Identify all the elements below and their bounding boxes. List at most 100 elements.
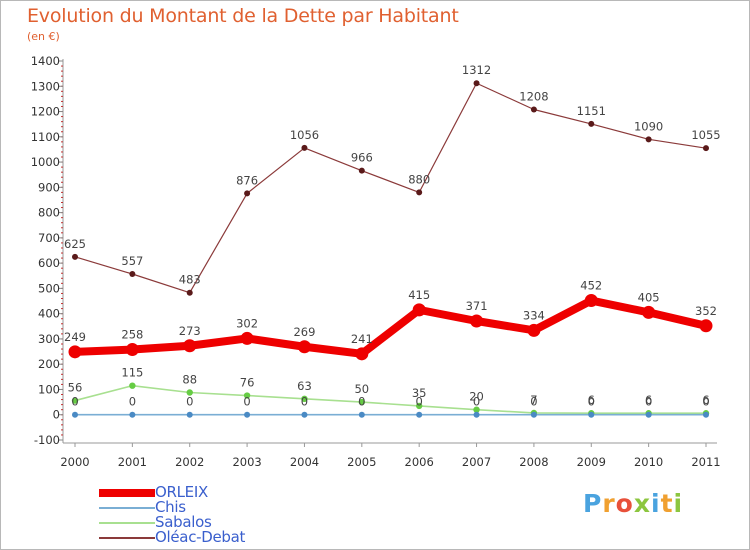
y-tick-label: 1000: [31, 155, 60, 169]
data-point: [244, 190, 251, 197]
data-label: 6: [645, 393, 652, 407]
y-tick-label: 1300: [31, 79, 60, 93]
data-point: [703, 145, 709, 152]
data-point: [301, 395, 308, 403]
y-tick-label: -100: [34, 433, 60, 447]
x-tick-label: 2010: [634, 455, 663, 469]
y-tick-label: 600: [38, 256, 60, 270]
chart-title: Evolution du Montant de la Dette par Hab…: [27, 5, 459, 27]
chart-subtitle: (en €): [27, 30, 60, 43]
data-point: [470, 314, 484, 328]
legend-item: Chis: [99, 498, 359, 516]
data-point: [588, 411, 595, 418]
data-label: 0: [243, 395, 250, 409]
data-label: 352: [695, 304, 717, 318]
data-label: 88: [182, 372, 197, 386]
data-label: 1055: [691, 128, 720, 142]
axes: -100010020030040050060070080090010001100…: [31, 54, 721, 469]
data-label: 966: [351, 151, 373, 165]
y-tick-label: 1400: [31, 54, 60, 68]
data-point: [699, 319, 713, 333]
data-label: 0: [129, 395, 136, 409]
legend-swatch: [99, 489, 155, 497]
x-tick-label: 2003: [232, 455, 261, 469]
data-point: [301, 411, 308, 418]
data-point: [703, 411, 709, 418]
logo-letter: t: [660, 489, 674, 518]
x-tick-label: 2000: [60, 455, 89, 469]
x-tick-label: 2002: [175, 455, 204, 469]
data-label: 1312: [462, 63, 491, 77]
data-point: [473, 406, 480, 413]
y-tick-label: 300: [38, 332, 60, 346]
legend-label: Sabalos: [155, 513, 212, 531]
series-lines: [68, 80, 713, 418]
data-point: [125, 343, 139, 357]
data-point: [358, 411, 365, 418]
data-point: [530, 106, 537, 113]
data-label: 6: [588, 393, 595, 407]
data-label: 63: [297, 379, 312, 393]
data-label: 302: [236, 316, 258, 330]
series-ol-ac-debat: [72, 80, 709, 296]
proxiti-logo: Proxiti: [583, 489, 683, 518]
y-tick-label: 400: [38, 307, 60, 321]
logo-letter: i: [673, 489, 684, 518]
data-label: 625: [64, 237, 86, 251]
x-tick-label: 2001: [118, 455, 147, 469]
data-point: [473, 411, 480, 418]
data-label: 0: [186, 395, 193, 409]
data-label: 483: [179, 273, 201, 287]
data-label: 405: [638, 290, 660, 304]
data-point: [68, 345, 82, 359]
data-point: [358, 167, 365, 174]
data-label: 115: [121, 366, 143, 380]
data-point: [530, 411, 537, 418]
legend-item: Oléac-Debat: [99, 528, 359, 546]
legend-swatch: [99, 507, 155, 509]
data-point: [244, 411, 251, 418]
data-point: [240, 331, 254, 345]
data-label: 35: [412, 386, 427, 400]
data-label: 415: [408, 288, 430, 302]
data-point: [129, 270, 136, 277]
x-tick-label: 2007: [462, 455, 491, 469]
data-point: [183, 339, 197, 353]
data-point: [186, 289, 193, 296]
data-point: [473, 80, 480, 87]
x-tick-label: 2005: [347, 455, 376, 469]
legend: ORLEIX Chis Sabalos Oléac-Debat: [99, 483, 359, 546]
data-point: [412, 303, 426, 317]
legend-label: Chis: [155, 498, 186, 516]
data-point: [416, 411, 423, 418]
data-label: 0: [588, 395, 595, 409]
logo-letter: x: [633, 489, 651, 518]
data-point: [186, 411, 193, 418]
data-point: [72, 411, 78, 418]
series-line: [74, 296, 707, 358]
y-tick-label: 100: [38, 382, 60, 396]
logo-letter: o: [615, 489, 634, 518]
data-label: 273: [179, 324, 201, 338]
y-tick-label: 800: [38, 206, 60, 220]
data-label: 452: [580, 279, 602, 293]
data-label: 241: [351, 332, 373, 346]
x-tick-label: 2011: [691, 455, 720, 469]
legend-swatch: [99, 537, 155, 539]
data-label: 249: [64, 330, 86, 344]
y-tick-label: 1200: [31, 105, 60, 119]
x-tick-label: 2009: [577, 455, 606, 469]
data-point: [72, 253, 78, 260]
data-label: 269: [293, 325, 315, 339]
y-tick-label: 200: [38, 357, 60, 371]
data-label: 1151: [577, 104, 606, 118]
data-label: 0: [473, 395, 480, 409]
logo-letter: P: [583, 489, 603, 518]
data-label: 1056: [290, 128, 319, 142]
x-tick-label: 2006: [405, 455, 434, 469]
data-label: 258: [121, 328, 143, 342]
data-label: 0: [301, 395, 308, 409]
data-label: 6: [702, 393, 709, 407]
data-point: [71, 397, 79, 404]
